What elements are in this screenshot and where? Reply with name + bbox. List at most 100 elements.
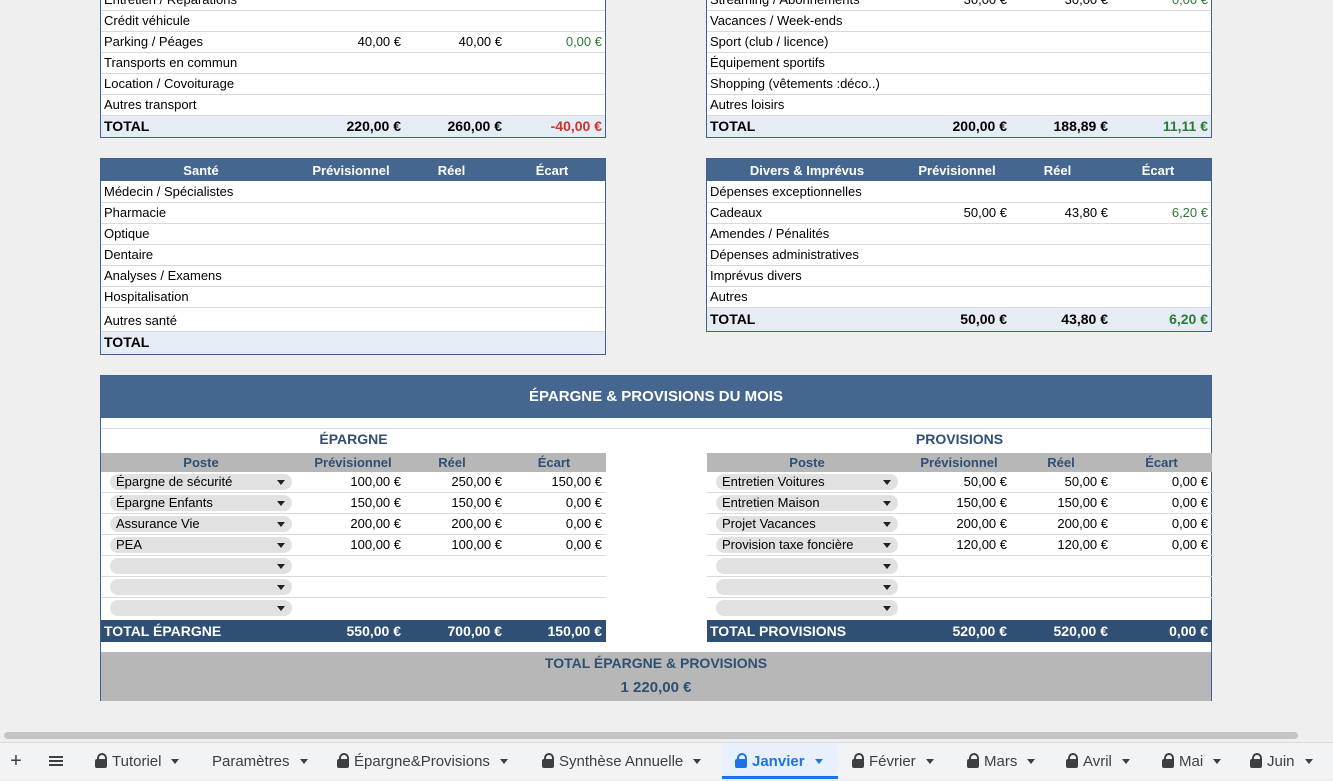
table-row[interactable]: Streaming / Abonnements 30,00 € 30,00 € …	[707, 0, 1211, 11]
table-row[interactable]	[707, 556, 1212, 577]
table-row[interactable]: Dentaire	[101, 245, 605, 266]
table-row[interactable]: Autres santé	[101, 308, 605, 332]
tab-label: Mai	[1179, 753, 1204, 770]
table-row[interactable]: Parking / Péages 40,00 € 40,00 € 0,00 €	[101, 32, 605, 53]
table-row[interactable]: Dépenses administratives	[707, 245, 1211, 266]
tab-tutoriel[interactable]: Tutoriel	[95, 743, 180, 779]
poste-value: Entretien Voitures	[722, 474, 825, 489]
table-row[interactable]: Optique	[101, 224, 605, 245]
table-row[interactable]: Épargne de sécurité 100,00 € 250,00 € 15…	[101, 472, 606, 493]
table-row[interactable]: Hospitalisation	[101, 287, 605, 308]
epargne-title: ÉPARGNE	[319, 431, 388, 447]
row-label: Autres transport	[104, 97, 197, 112]
poste-dropdown[interactable]: Entretien Voitures	[716, 474, 898, 490]
chevron-down-icon[interactable]	[1213, 759, 1222, 764]
total-epargne-row[interactable]: TOTAL ÉPARGNE 550,00 € 700,00 € 150,00 €	[101, 620, 606, 642]
poste-dropdown[interactable]: Assurance Vie	[110, 516, 292, 532]
poste-dropdown[interactable]	[110, 600, 292, 616]
total-row[interactable]: TOTAL 50,00 € 43,80 € 6,20 €	[707, 308, 1211, 331]
table-row[interactable]: Crédit véhicule	[101, 11, 605, 32]
dropdown-arrow-icon	[277, 501, 285, 506]
tab-synthese-annuelle[interactable]: Synthèse Annuelle	[542, 743, 702, 779]
horizontal-scrollbar[interactable]	[0, 728, 1333, 742]
chevron-down-icon[interactable]	[693, 759, 702, 764]
tab-epargne-provisions[interactable]: Épargne&Provisions	[337, 743, 508, 779]
chevron-down-icon[interactable]	[299, 759, 308, 764]
table-row[interactable]: Entretien Maison 150,00 € 150,00 € 0,00 …	[707, 493, 1212, 514]
chevron-down-icon[interactable]	[1027, 759, 1036, 764]
table-row[interactable]: Autres	[707, 287, 1211, 308]
chevron-down-icon[interactable]	[171, 759, 180, 764]
chevron-down-icon[interactable]	[1121, 759, 1130, 764]
total-reel: 520,00 €	[1053, 623, 1109, 639]
all-sheets-button[interactable]	[44, 743, 68, 779]
table-row[interactable]: Vacances / Week-ends	[707, 11, 1211, 32]
tab-avril[interactable]: Avril	[1066, 743, 1130, 779]
table-row[interactable]: Assurance Vie 200,00 € 200,00 € 0,00 €	[101, 514, 606, 535]
table-row[interactable]: Équipement sportifs	[707, 53, 1211, 74]
table-row[interactable]: Dépenses exceptionnelles	[707, 182, 1211, 203]
scrollbar-thumb[interactable]	[4, 732, 1298, 739]
chevron-down-icon[interactable]	[814, 759, 823, 764]
total-row[interactable]: TOTAL	[101, 332, 605, 354]
table-row[interactable]: Sport (club / licence)	[707, 32, 1211, 53]
table-row[interactable]: Location / Covoiturage	[101, 74, 605, 95]
row-label: Parking / Péages	[104, 34, 204, 49]
table-row[interactable]: PEA 100,00 € 100,00 € 0,00 €	[101, 535, 606, 556]
dropdown-arrow-icon	[277, 480, 285, 485]
tab-fevrier[interactable]: Février	[852, 743, 934, 779]
table-row[interactable]: Autres transport	[101, 95, 605, 116]
poste-dropdown[interactable]: PEA	[110, 537, 292, 553]
ecart-value: 0,00 €	[1171, 516, 1208, 531]
total-row[interactable]: TOTAL 200,00 € 188,89 € 11,11 €	[707, 116, 1211, 137]
prev-value: 50,00 €	[963, 474, 1007, 489]
table-row[interactable]: Amendes / Pénalités	[707, 224, 1211, 245]
poste-dropdown[interactable]: Épargne Enfants	[110, 495, 292, 511]
table-row[interactable]	[101, 598, 606, 619]
tab-mai[interactable]: Mai	[1162, 743, 1222, 779]
table-row[interactable]: Shopping (vêtements :déco..)	[707, 74, 1211, 95]
chevron-down-icon[interactable]	[925, 759, 934, 764]
row-label: Dépenses administratives	[710, 247, 859, 262]
poste-dropdown[interactable]	[110, 558, 292, 574]
poste-dropdown[interactable]	[716, 579, 898, 595]
add-sheet-button[interactable]: +	[10, 750, 22, 772]
table-row[interactable]: Pharmacie	[101, 203, 605, 224]
lock-icon	[735, 753, 747, 768]
poste-dropdown[interactable]	[110, 579, 292, 595]
table-row[interactable]: Médecin / Spécialistes	[101, 182, 605, 203]
tab-label: Épargne&Provisions	[354, 753, 490, 770]
tab-juin[interactable]: Juin	[1250, 743, 1313, 779]
tab-janvier[interactable]: Janvier	[722, 743, 838, 779]
poste-dropdown[interactable]: Épargne de sécurité	[110, 474, 292, 490]
poste-dropdown[interactable]: Provision taxe foncière	[716, 537, 898, 553]
table-row[interactable]	[101, 556, 606, 577]
tab-parametres[interactable]: Paramètres	[212, 743, 308, 779]
table-row[interactable]: Transports en commun	[101, 53, 605, 74]
table-row[interactable]: Imprévus divers	[707, 266, 1211, 287]
table-row[interactable]: Entretien Voitures 50,00 € 50,00 € 0,00 …	[707, 472, 1212, 493]
table-row[interactable]	[101, 577, 606, 598]
tab-mars[interactable]: Mars	[967, 743, 1036, 779]
poste-dropdown[interactable]	[716, 600, 898, 616]
poste-dropdown[interactable]: Entretien Maison	[716, 495, 898, 511]
chevron-down-icon[interactable]	[499, 759, 508, 764]
total-provisions-row[interactable]: TOTAL PROVISIONS 520,00 € 520,00 € 0,00 …	[707, 620, 1212, 642]
poste-dropdown[interactable]: Projet Vacances	[716, 516, 898, 532]
table-row[interactable]	[707, 598, 1212, 619]
table-row[interactable]: Épargne Enfants 150,00 € 150,00 € 0,00 €	[101, 493, 606, 514]
transport-table: Entretien / Réparations Crédit véhicule …	[100, 0, 606, 138]
dropdown-arrow-icon	[883, 585, 891, 590]
table-row[interactable]: Analyses / Examens	[101, 266, 605, 287]
table-row[interactable]: Cadeaux 50,00 € 43,80 € 6,20 €	[707, 203, 1211, 224]
table-row[interactable]: Entretien / Réparations	[101, 0, 605, 11]
total-row[interactable]: TOTAL 220,00 € 260,00 € -40,00 €	[101, 116, 605, 137]
table-row[interactable]: Autres loisirs	[707, 95, 1211, 116]
table-row[interactable]: Projet Vacances 200,00 € 200,00 € 0,00 €	[707, 514, 1212, 535]
reel-value: 150,00 €	[451, 495, 502, 510]
poste-dropdown[interactable]	[716, 558, 898, 574]
table-row[interactable]	[707, 577, 1212, 598]
chevron-down-icon[interactable]	[1304, 759, 1313, 764]
table-row[interactable]: Provision taxe foncière 120,00 € 120,00 …	[707, 535, 1212, 556]
lock-icon	[337, 753, 349, 768]
